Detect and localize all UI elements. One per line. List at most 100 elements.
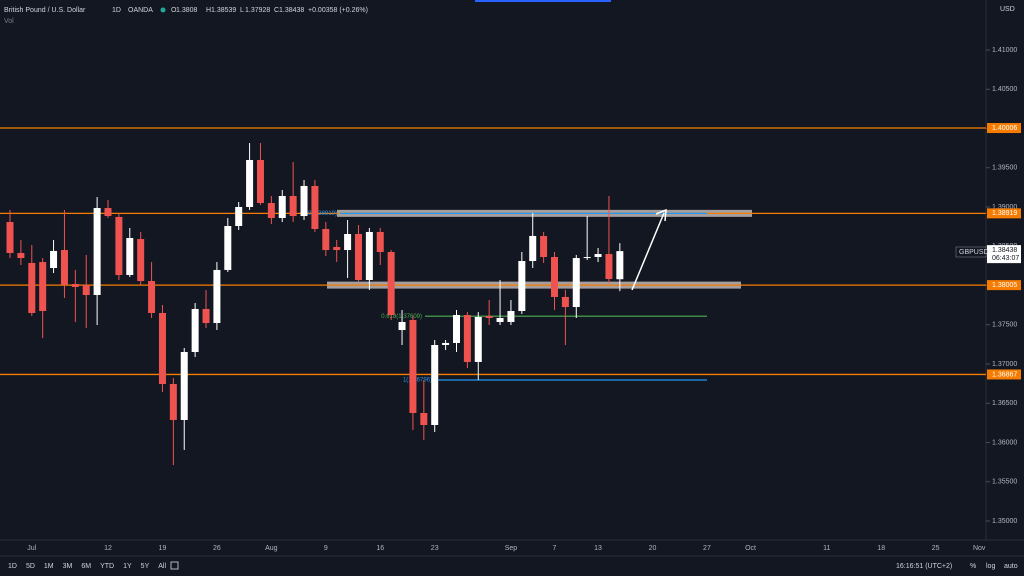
candle-body xyxy=(137,239,145,282)
range-button[interactable]: 1D xyxy=(8,563,17,570)
x-tick-label: Sep xyxy=(505,545,518,552)
candle-body xyxy=(235,207,243,227)
candle-body xyxy=(344,234,352,251)
candle-body xyxy=(431,345,439,425)
candle-body xyxy=(246,159,254,208)
candle-body xyxy=(82,285,90,296)
y-tick-label: 1.35500 xyxy=(992,479,1017,486)
x-tick-label: 9 xyxy=(324,545,328,552)
scale-option[interactable]: auto xyxy=(1004,563,1018,570)
candle-body xyxy=(572,258,580,308)
range-button[interactable]: YTD xyxy=(100,563,114,570)
scale-option[interactable]: % xyxy=(970,563,976,570)
ohlc-letter: L xyxy=(240,7,244,14)
level-label-box xyxy=(987,123,1021,134)
x-tick-label: 18 xyxy=(877,545,885,552)
candle-body xyxy=(300,185,308,217)
candle-body xyxy=(583,257,591,259)
range-button[interactable]: 5D xyxy=(26,563,35,570)
candle-body xyxy=(126,238,134,275)
candle-body xyxy=(289,196,297,217)
candle-body xyxy=(507,311,515,323)
x-tick-label: 7 xyxy=(553,545,557,552)
y-tick-label: 1.36500 xyxy=(992,400,1017,407)
x-tick-label: 19 xyxy=(159,545,167,552)
date-range-icon[interactable] xyxy=(170,561,179,570)
candle-body xyxy=(463,315,471,362)
candle-body xyxy=(442,342,450,346)
candle-body xyxy=(169,384,177,420)
ohlc-letter: O xyxy=(171,7,177,14)
level-label: 1.36867 xyxy=(992,371,1017,378)
range-button[interactable]: 3M xyxy=(63,563,73,570)
candle-body xyxy=(561,296,569,308)
scale-option[interactable]: log xyxy=(986,563,995,570)
currency[interactable]: USD xyxy=(1000,6,1015,13)
price-label-box xyxy=(987,245,1021,264)
level-label-box xyxy=(987,208,1021,219)
candle-body xyxy=(71,284,79,287)
level-label-box xyxy=(987,280,1021,291)
range-button[interactable]: 1M xyxy=(44,563,54,570)
x-tick-label: 23 xyxy=(431,545,439,552)
level-label: 1.38005 xyxy=(992,282,1017,289)
y-tick-label: 1.35000 xyxy=(992,518,1017,525)
candle-body xyxy=(6,221,14,254)
x-tick-label: 13 xyxy=(594,545,602,552)
fib-label: 1(1.36796) xyxy=(403,378,432,384)
candle-body xyxy=(376,231,384,252)
candle-body xyxy=(93,208,101,296)
symbol-box xyxy=(955,246,987,258)
ohlc-letter: H xyxy=(206,7,211,14)
ohlc-value: 1.38438 xyxy=(279,7,304,14)
candle-body xyxy=(224,226,232,270)
market-status xyxy=(160,7,166,13)
x-tick-label: Jul xyxy=(27,545,36,552)
candle-body xyxy=(540,235,548,258)
candle-body xyxy=(60,250,68,286)
range-button[interactable]: 5Y xyxy=(141,563,150,570)
candle-body xyxy=(311,185,319,229)
candle-body xyxy=(322,228,330,251)
candle-body xyxy=(213,269,221,324)
source: OANDA xyxy=(128,7,153,14)
candle-body xyxy=(616,251,624,280)
range-button[interactable]: 6M xyxy=(81,563,91,570)
selection-bar xyxy=(475,0,611,2)
ohlc-value: 1.3808 xyxy=(176,7,198,14)
symbol: GBPUSD xyxy=(959,249,989,256)
ohlc-letter: C xyxy=(274,7,279,14)
interval: 1D xyxy=(112,7,121,14)
clock: 16:16:51 (UTC+2) xyxy=(896,563,952,570)
candle-body xyxy=(256,159,264,204)
candle-body xyxy=(496,318,504,323)
x-tick-label: 27 xyxy=(703,545,711,552)
candle-body xyxy=(50,250,58,268)
candle-body xyxy=(354,234,362,281)
candle-body xyxy=(365,231,373,281)
candle-body xyxy=(115,216,123,275)
candle-body xyxy=(158,312,166,385)
level-label: 1.38919 xyxy=(992,210,1017,217)
candle-body xyxy=(551,257,558,297)
y-tick-label: 1.36000 xyxy=(992,439,1017,446)
candle-body xyxy=(202,308,210,324)
volume-label: Vol xyxy=(4,18,14,25)
candle-body xyxy=(452,315,460,343)
candle-body xyxy=(409,319,417,413)
x-tick-label: 25 xyxy=(932,545,940,552)
candle-body xyxy=(529,235,537,262)
candle-body xyxy=(485,315,493,319)
range-button[interactable]: 1Y xyxy=(123,563,132,570)
x-tick-label: Nov xyxy=(973,545,986,552)
countdown: 06:43:07 xyxy=(992,255,1019,262)
price-label: 1.38438 xyxy=(992,247,1017,254)
y-tick-label: 1.39500 xyxy=(992,165,1017,172)
candle-body xyxy=(28,262,36,313)
ohlc-value: 1.37928 xyxy=(245,7,270,14)
candle-body xyxy=(594,254,602,258)
arrow xyxy=(631,212,665,291)
range-button[interactable]: All xyxy=(158,563,166,570)
